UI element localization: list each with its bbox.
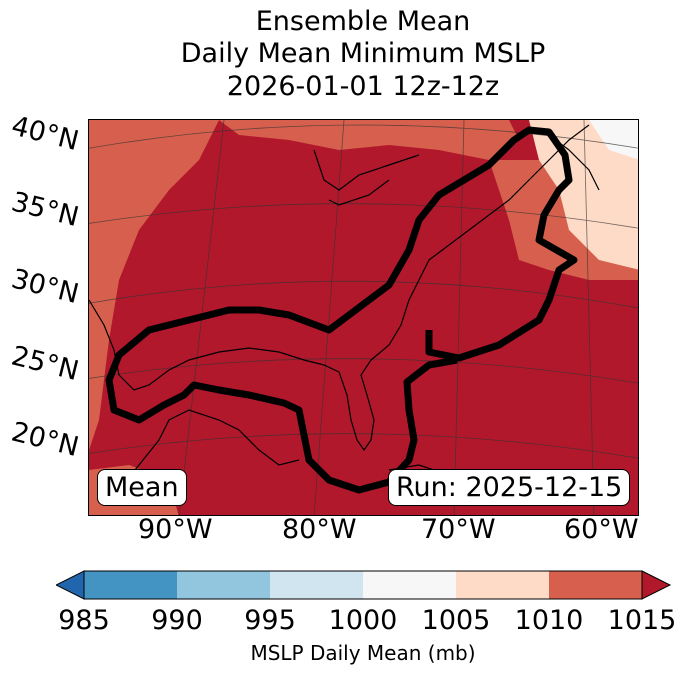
colorbar-tick-985: 985 — [58, 605, 110, 636]
title-line-3: 2026-01-01 12z-12z — [226, 71, 500, 102]
map-panel — [88, 119, 639, 516]
colorbar-tick-1010: 1010 — [514, 605, 584, 636]
lon-label-70: 70°W — [421, 514, 496, 545]
colorbar-segment-0 — [84, 571, 178, 599]
lat-label-40: 40°N — [8, 110, 82, 158]
lon-label-60: 60°W — [564, 514, 639, 545]
colorbar-segment-2 — [270, 571, 364, 599]
run-label-box: Run: 2025-12-15 — [388, 469, 631, 506]
colorbar-under-arrow — [56, 570, 85, 600]
colorbar-over-arrow — [641, 570, 672, 600]
colorbar-label: MSLP Daily Mean (mb) — [250, 641, 476, 665]
pressure-band-1000-corner — [589, 120, 638, 160]
colorbar-tick-1000: 1000 — [328, 605, 398, 636]
lon-label-90: 90°W — [138, 514, 213, 545]
colorbar-tick-990: 990 — [151, 605, 203, 636]
graticule — [89, 120, 638, 515]
lat-label-30: 30°N — [8, 263, 82, 311]
lat-label-20: 20°N — [8, 416, 82, 464]
map-canvas — [89, 120, 638, 515]
lon-label-80: 80°W — [282, 514, 357, 545]
title-line-2: Daily Mean Minimum MSLP — [180, 38, 546, 69]
colorbar-tick-1005: 1005 — [421, 605, 491, 636]
title-line-1: Ensemble Mean — [255, 6, 471, 37]
probability-contour — [105, 126, 578, 494]
colorbar-tick-995: 995 — [244, 605, 296, 636]
colorbar-segment-5 — [549, 571, 643, 599]
mean-label-box: Mean — [97, 469, 187, 506]
lat-label-35: 35°N — [8, 186, 82, 234]
colorbar-outline — [83, 570, 643, 600]
colorbar-segments — [84, 571, 643, 599]
colorbar-segment-3 — [363, 571, 457, 599]
pressure-band-1005-northeast — [529, 120, 638, 270]
pressure-band-1010-north — [219, 120, 519, 160]
colorbar — [56, 570, 672, 600]
colorbar-tick-1015: 1015 — [607, 605, 677, 636]
colorbar-segment-4 — [456, 571, 550, 599]
pressure-band-1010-west — [89, 120, 219, 450]
lat-label-25: 25°N — [8, 340, 82, 388]
colorbar-segment-1 — [177, 571, 271, 599]
